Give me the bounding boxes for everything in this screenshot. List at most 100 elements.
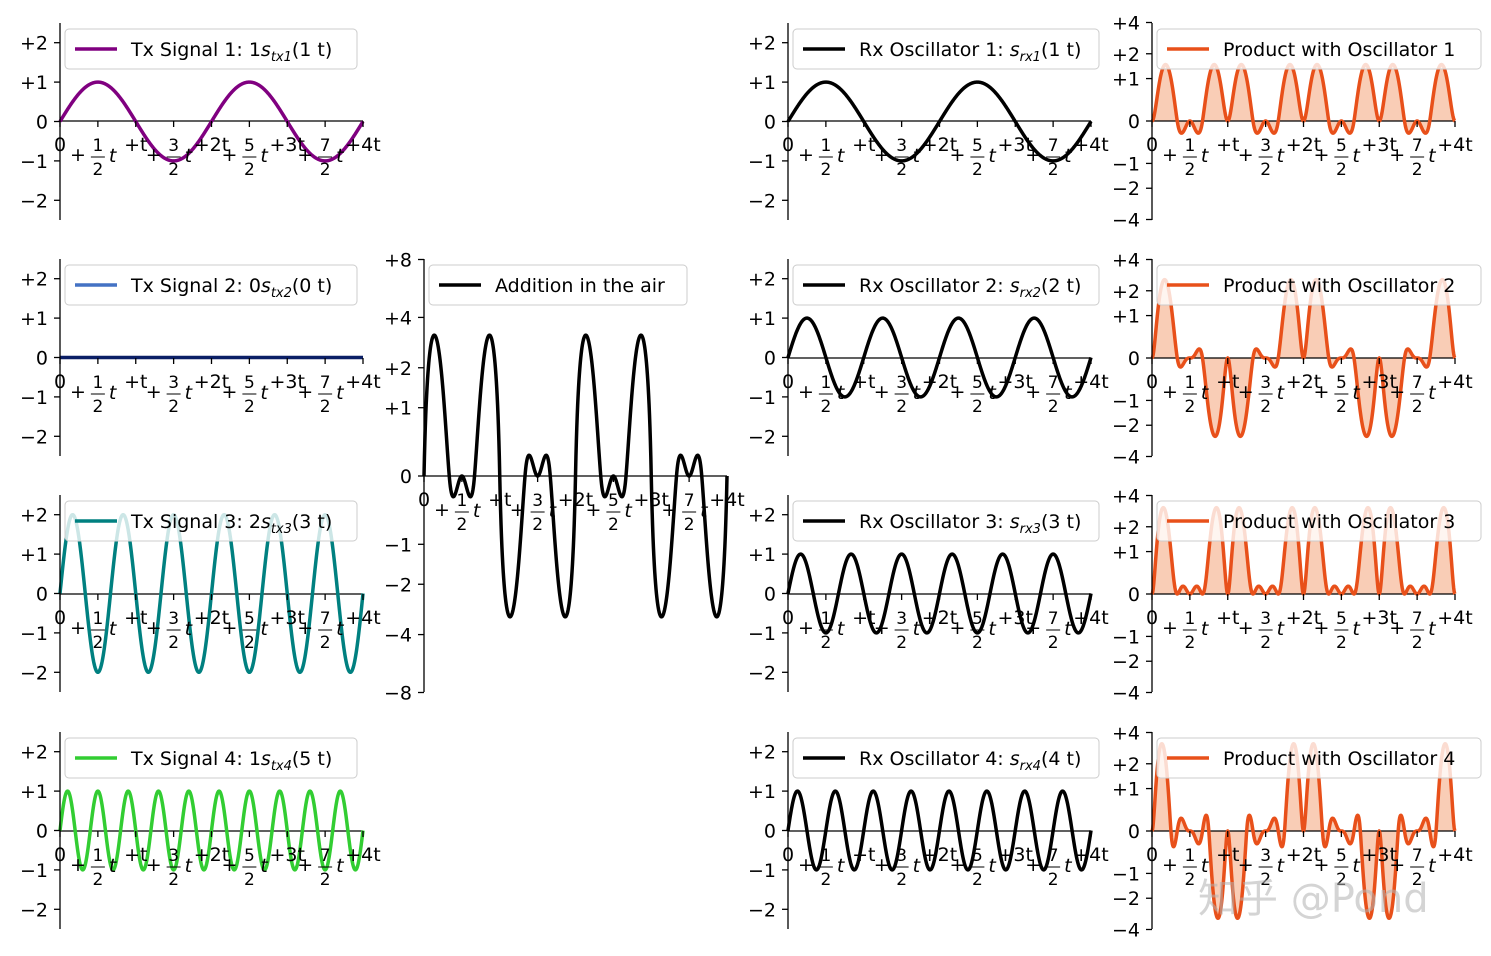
x-tick-numerator: 7 <box>1048 373 1059 393</box>
series-line-tx4 <box>58 789 365 872</box>
x-tick-suffix: t <box>1064 618 1073 640</box>
y-tick-label: +2 <box>748 742 776 764</box>
x-tick-label: +5 2t <box>221 373 269 417</box>
x-tick-label: +1 2t <box>798 609 846 653</box>
x-tick-label: +2t <box>1286 607 1321 629</box>
y-tick-label: −1 <box>1112 390 1140 412</box>
x-tick-text: +3t <box>270 371 305 393</box>
x-tick-prefix: + <box>585 499 601 521</box>
x-tick-denominator: 2 <box>1336 633 1347 653</box>
x-tick-denominator: 2 <box>1048 160 1059 180</box>
y-tick-label: −1 <box>384 534 412 556</box>
x-tick-text: 0 <box>54 134 66 156</box>
y-tick-label: +1 <box>384 398 412 420</box>
x-tick-prefix: + <box>1162 617 1178 639</box>
x-tick-numerator: 3 <box>168 609 179 629</box>
x-tick-label: 0 <box>54 844 66 866</box>
legend-label: Rx Oscillator 2: srx2(2 t) <box>859 275 1081 301</box>
x-tick-numerator: 7 <box>1048 846 1059 866</box>
legend-label: Addition in the air <box>495 275 665 297</box>
x-tick-prefix: + <box>70 617 86 639</box>
x-tick-text: +3t <box>270 134 305 156</box>
x-tick-suffix: t <box>336 382 345 404</box>
x-tick-denominator: 2 <box>1048 397 1059 417</box>
x-tick-label: +t <box>1216 371 1239 393</box>
panel-rx2: +2+10−1−20 +12t +t+ 32t +2t+ 52t +3t+ 72t +4tRx … <box>748 259 1109 456</box>
y-tick-label: −1 <box>1112 626 1140 648</box>
x-tick-label: 0 <box>54 607 66 629</box>
x-tick-label: +5 2t <box>949 136 997 180</box>
x-tick-numerator: 3 <box>168 373 179 393</box>
x-tick-numerator: 3 <box>896 846 907 866</box>
x-tick-label: +3 2t <box>1238 136 1286 180</box>
x-tick-denominator: 2 <box>244 397 255 417</box>
x-tick-text: +4t <box>709 489 744 511</box>
y-tick-label: +2 <box>1112 281 1140 303</box>
legend-label: Tx Signal 2: 0stx2(0 t) <box>130 275 332 301</box>
y-tick-label: +1 <box>748 544 776 566</box>
x-tick-label: +3t <box>998 134 1033 156</box>
x-tick-label: +5 2t <box>949 846 997 890</box>
legend-box <box>792 264 1100 306</box>
y-tick-label: +4 <box>1112 250 1140 272</box>
y-tick-label: +2 <box>20 505 48 527</box>
y-tick-label: +1 <box>1112 542 1140 564</box>
x-tick-text: +2t <box>1286 844 1321 866</box>
x-tick-suffix: t <box>549 500 558 522</box>
x-tick-numerator: 7 <box>320 846 331 866</box>
x-tick-suffix: t <box>260 618 269 640</box>
x-tick-prefix: + <box>949 144 965 166</box>
y-tick-label: +4 <box>1112 723 1140 745</box>
legend-box <box>64 737 358 779</box>
x-tick-prefix: + <box>798 381 814 403</box>
x-tick-prefix: + <box>221 381 237 403</box>
x-tick-prefix: + <box>297 854 313 876</box>
x-tick-prefix: + <box>1313 144 1329 166</box>
x-tick-label: +5 2t <box>949 609 997 653</box>
x-tick-label: +1 2t <box>70 609 118 653</box>
y-tick-label: −2 <box>748 899 776 921</box>
x-tick-label: +2t <box>1286 371 1321 393</box>
x-tick-denominator: 2 <box>1184 160 1195 180</box>
x-tick-denominator: 2 <box>92 160 103 180</box>
x-tick-suffix: t <box>1064 855 1073 877</box>
y-tick-label: −4 <box>384 625 412 647</box>
y-tick-label: +2 <box>748 33 776 55</box>
x-tick-label: +7 2t <box>297 609 345 653</box>
x-tick-numerator: 1 <box>820 846 831 866</box>
x-tick-text: +2t <box>194 371 229 393</box>
x-tick-suffix: t <box>1352 382 1361 404</box>
x-tick-prefix: + <box>1389 381 1405 403</box>
x-tick-denominator: 2 <box>244 870 255 890</box>
y-tick-label: 0 <box>764 584 776 606</box>
x-tick-suffix: t <box>1277 382 1286 404</box>
x-tick-suffix: t <box>1277 145 1286 167</box>
y-tick-label: +1 <box>748 781 776 803</box>
y-tick-label: 0 <box>764 112 776 134</box>
x-tick-label: +2t <box>922 371 957 393</box>
x-tick-label: +1 2t <box>70 136 118 180</box>
x-tick-numerator: 1 <box>92 373 103 393</box>
x-tick-prefix: + <box>949 854 965 876</box>
x-tick-numerator: 5 <box>1336 609 1347 629</box>
x-tick-numerator: 3 <box>532 491 543 511</box>
x-tick-text: +3t <box>634 489 669 511</box>
x-tick-label: +4t <box>1073 134 1108 156</box>
y-tick-label: +2 <box>384 358 412 380</box>
x-tick-label: +t <box>1216 844 1239 866</box>
x-tick-label: +3t <box>1362 371 1397 393</box>
x-tick-denominator: 2 <box>1184 633 1195 653</box>
y-tick-label: −1 <box>20 623 48 645</box>
x-tick-label: +1 2t <box>434 491 482 535</box>
x-tick-numerator: 1 <box>820 609 831 629</box>
x-tick-suffix: t <box>837 855 846 877</box>
x-tick-numerator: 3 <box>168 846 179 866</box>
x-tick-text: +t <box>124 607 147 629</box>
y-tick-label: +1 <box>20 308 48 330</box>
x-tick-prefix: + <box>70 144 86 166</box>
x-tick-numerator: 7 <box>1048 609 1059 629</box>
x-tick-label: +3t <box>998 371 1033 393</box>
x-tick-suffix: t <box>1064 382 1073 404</box>
x-tick-suffix: t <box>336 618 345 640</box>
x-tick-label: +t <box>852 844 875 866</box>
